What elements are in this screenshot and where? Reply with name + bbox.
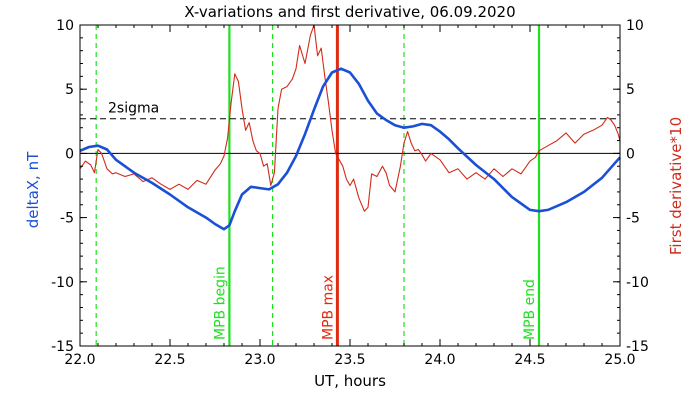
x-tick-label: 22.5 xyxy=(154,352,185,368)
y-tick-label-left: -5 xyxy=(60,211,74,227)
x-tick-label: 25.0 xyxy=(604,352,635,368)
y-tick-label-right: -10 xyxy=(626,275,649,291)
x-axis-label: UT, hours xyxy=(314,372,386,390)
marker-label: MPB end xyxy=(522,279,538,340)
y-tick-label-right: 0 xyxy=(626,146,635,162)
x-tick-label: 22.0 xyxy=(64,352,95,368)
y-tick-label-right: -15 xyxy=(626,339,649,355)
x-tick-label: 24.0 xyxy=(424,352,455,368)
marker-label: MPB begin xyxy=(212,266,228,340)
y-tick-label-left: 0 xyxy=(65,146,74,162)
x-tick-label: 23.0 xyxy=(244,352,275,368)
y-tick-label-right: -5 xyxy=(626,211,640,227)
y-axis-label-left: deltaX, nT xyxy=(24,151,42,228)
y-tick-label-left: 5 xyxy=(65,82,74,98)
two-sigma-label: 2sigma xyxy=(108,101,159,117)
y-tick-label-left: 10 xyxy=(56,18,74,34)
series-deltax-line xyxy=(79,67,621,231)
chart-title: X-variations and first derivative, 06.09… xyxy=(184,3,515,21)
y-tick-label-left: -10 xyxy=(51,275,74,291)
y-tick-label-left: -15 xyxy=(51,339,74,355)
y-axis-label-right: First derivative*10 xyxy=(667,117,685,255)
x-tick-label: 23.5 xyxy=(334,352,365,368)
y-tick-label-right: 10 xyxy=(626,18,644,34)
y-tick-label-right: 5 xyxy=(626,82,635,98)
marker-label: MPB max xyxy=(320,275,336,340)
series-derivative-line xyxy=(79,24,621,212)
x-tick-label: 24.5 xyxy=(514,352,545,368)
